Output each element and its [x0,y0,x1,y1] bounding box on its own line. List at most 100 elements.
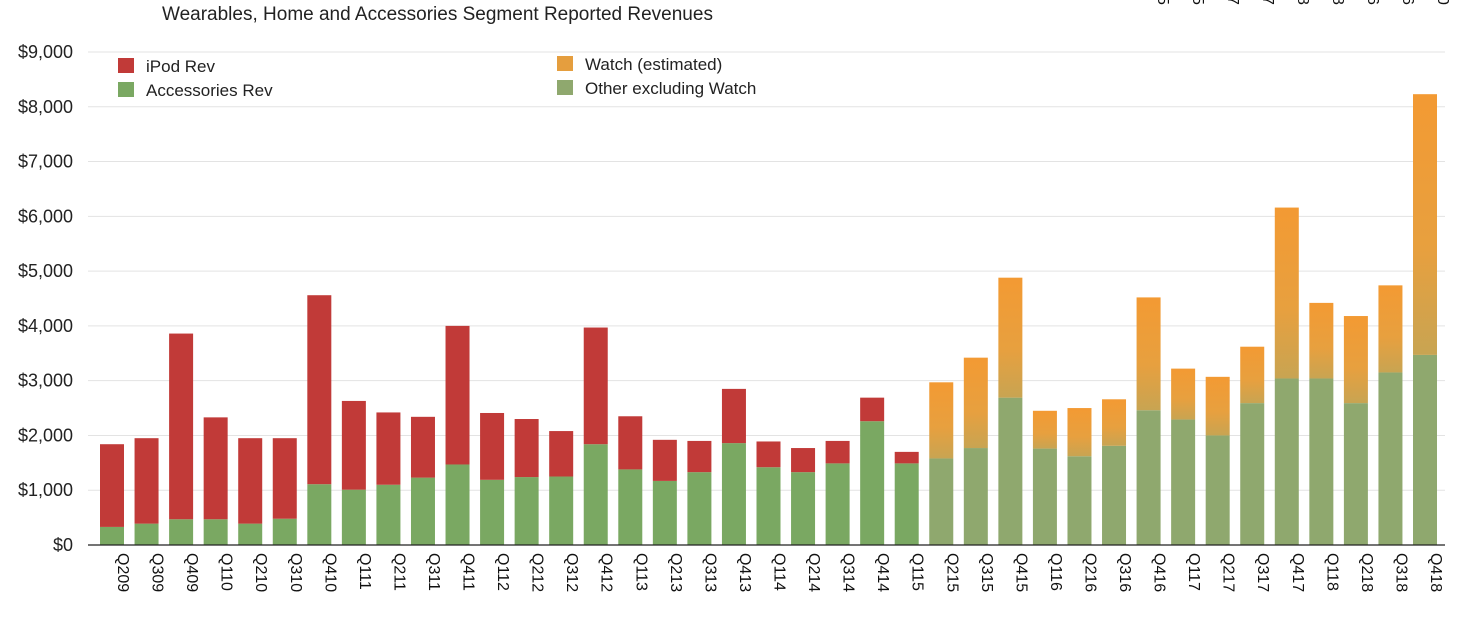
other-excluding-watch-bar [1067,456,1092,545]
x-tick-label: Q314 [840,553,857,592]
accessories-bar [238,523,263,545]
ipod-bar [549,431,574,477]
clipped-label-glyph: 6 [1399,0,1416,5]
x-tick-label: Q315 [978,553,995,592]
watch-bar [1413,94,1437,355]
ipod-bar [100,444,124,527]
clipped-label-glyph: 7 [1259,0,1276,5]
x-tick-label: Q418 [1427,553,1444,592]
accessories-bar [721,443,746,545]
clipped-label-glyph: 7 [1224,0,1241,5]
x-tick-label: Q210 [252,553,269,592]
legend-item-watch-swatch [557,56,573,71]
accessories-bar [134,523,159,545]
other-excluding-watch-bar [1378,372,1403,545]
y-tick-label: $9,000 [18,42,73,62]
accessories-bar [860,421,885,545]
watch-bar [1136,297,1161,411]
other-excluding-watch-bar [1032,448,1057,545]
y-tick-label: $5,000 [18,261,73,281]
ipod-bar [445,325,470,465]
y-tick-label: $3,000 [18,371,73,391]
accessories-bar [445,464,470,545]
other-excluding-watch-bar [1240,403,1265,545]
x-tick-label: Q309 [149,553,166,592]
ipod-bar [860,397,885,422]
clipped-label-glyph: 6 [1364,0,1381,5]
y-tick-label: $0 [53,535,73,555]
accessories-bar [687,472,712,545]
accessories-bar [894,463,919,545]
accessories-bar [652,480,677,545]
other-excluding-watch-bar [1343,403,1368,545]
x-tick-label: Q318 [1392,553,1409,592]
x-tick-label: Q213 [667,553,684,592]
watch-bar [1067,408,1092,457]
watch-bar [1171,368,1196,420]
y-tick-label: $2,000 [18,425,73,445]
x-tick-label: Q114 [771,553,788,591]
accessories-bar [756,467,781,545]
watch-bar [1102,399,1127,446]
y-tick-label: $1,000 [18,480,73,500]
x-tick-label: Q112 [494,553,511,591]
ipod-bar [756,441,781,468]
watch-bar [1205,376,1230,436]
ipod-bar [687,440,712,473]
watch-bar [1309,302,1334,379]
x-tick-label: Q310 [287,553,304,592]
accessories-bar [583,444,608,545]
x-tick-label: Q311 [425,553,442,591]
accessories-bar [376,484,401,545]
x-tick-label: Q412 [598,553,615,592]
y-tick-label: $6,000 [18,206,73,226]
legend-item-ipod-label: iPod Rev [146,57,215,76]
x-tick-label: Q410 [321,553,338,592]
ipod-bar [480,412,505,480]
accessories-bar [203,519,228,545]
clipped-label-glyph: 0 [1434,0,1451,5]
ipod-bar [307,295,332,485]
x-tick-label: Q116 [1047,553,1064,591]
ipod-bar [203,417,228,520]
x-tick-label: Q317 [1254,553,1271,592]
accessories-bar [100,526,124,545]
x-tick-label: Q111 [356,553,373,590]
ipod-bar [652,439,677,481]
ipod-bar [341,400,366,490]
ipod-bar [514,419,539,478]
watch-bar [929,382,954,459]
ipod-bar [618,416,643,470]
watch-bar [1343,316,1368,404]
x-tick-label: Q316 [1116,553,1133,592]
chart-title: Wearables, Home and Accessories Segment … [162,4,713,25]
other-excluding-watch-bar [1274,378,1299,545]
clipped-label-glyph: 5 [1154,0,1171,5]
accessories-bar [272,518,297,545]
accessories-bar [791,472,816,545]
x-tick-label: Q312 [563,553,580,592]
ipod-bar [169,333,194,520]
ipod-bar [134,438,159,524]
other-excluding-watch-bar [1309,378,1334,545]
x-tick-label: Q115 [909,553,926,591]
accessories-bar [307,484,332,545]
x-tick-label: Q110 [218,553,235,591]
accessories-bar [341,489,366,545]
ipod-bar [791,448,816,473]
x-tick-label: Q217 [1220,553,1237,592]
ipod-bar [272,438,297,519]
x-tick-label: Q416 [1151,553,1168,592]
accessories-bar [825,463,850,545]
watch-bar [1240,346,1265,404]
x-tick-label: Q413 [736,553,753,592]
legend-item-accessories-label: Accessories Rev [146,81,273,100]
watch-bar [1274,207,1299,379]
other-excluding-watch-bar [998,397,1023,545]
x-tick-label: Q113 [632,553,649,591]
x-tick-label: Q411 [460,553,477,591]
legend-item-accessories-swatch [118,82,134,97]
watch-bar [1378,285,1403,373]
accessories-bar [618,469,643,545]
legend-item-ipod-swatch [118,58,134,73]
